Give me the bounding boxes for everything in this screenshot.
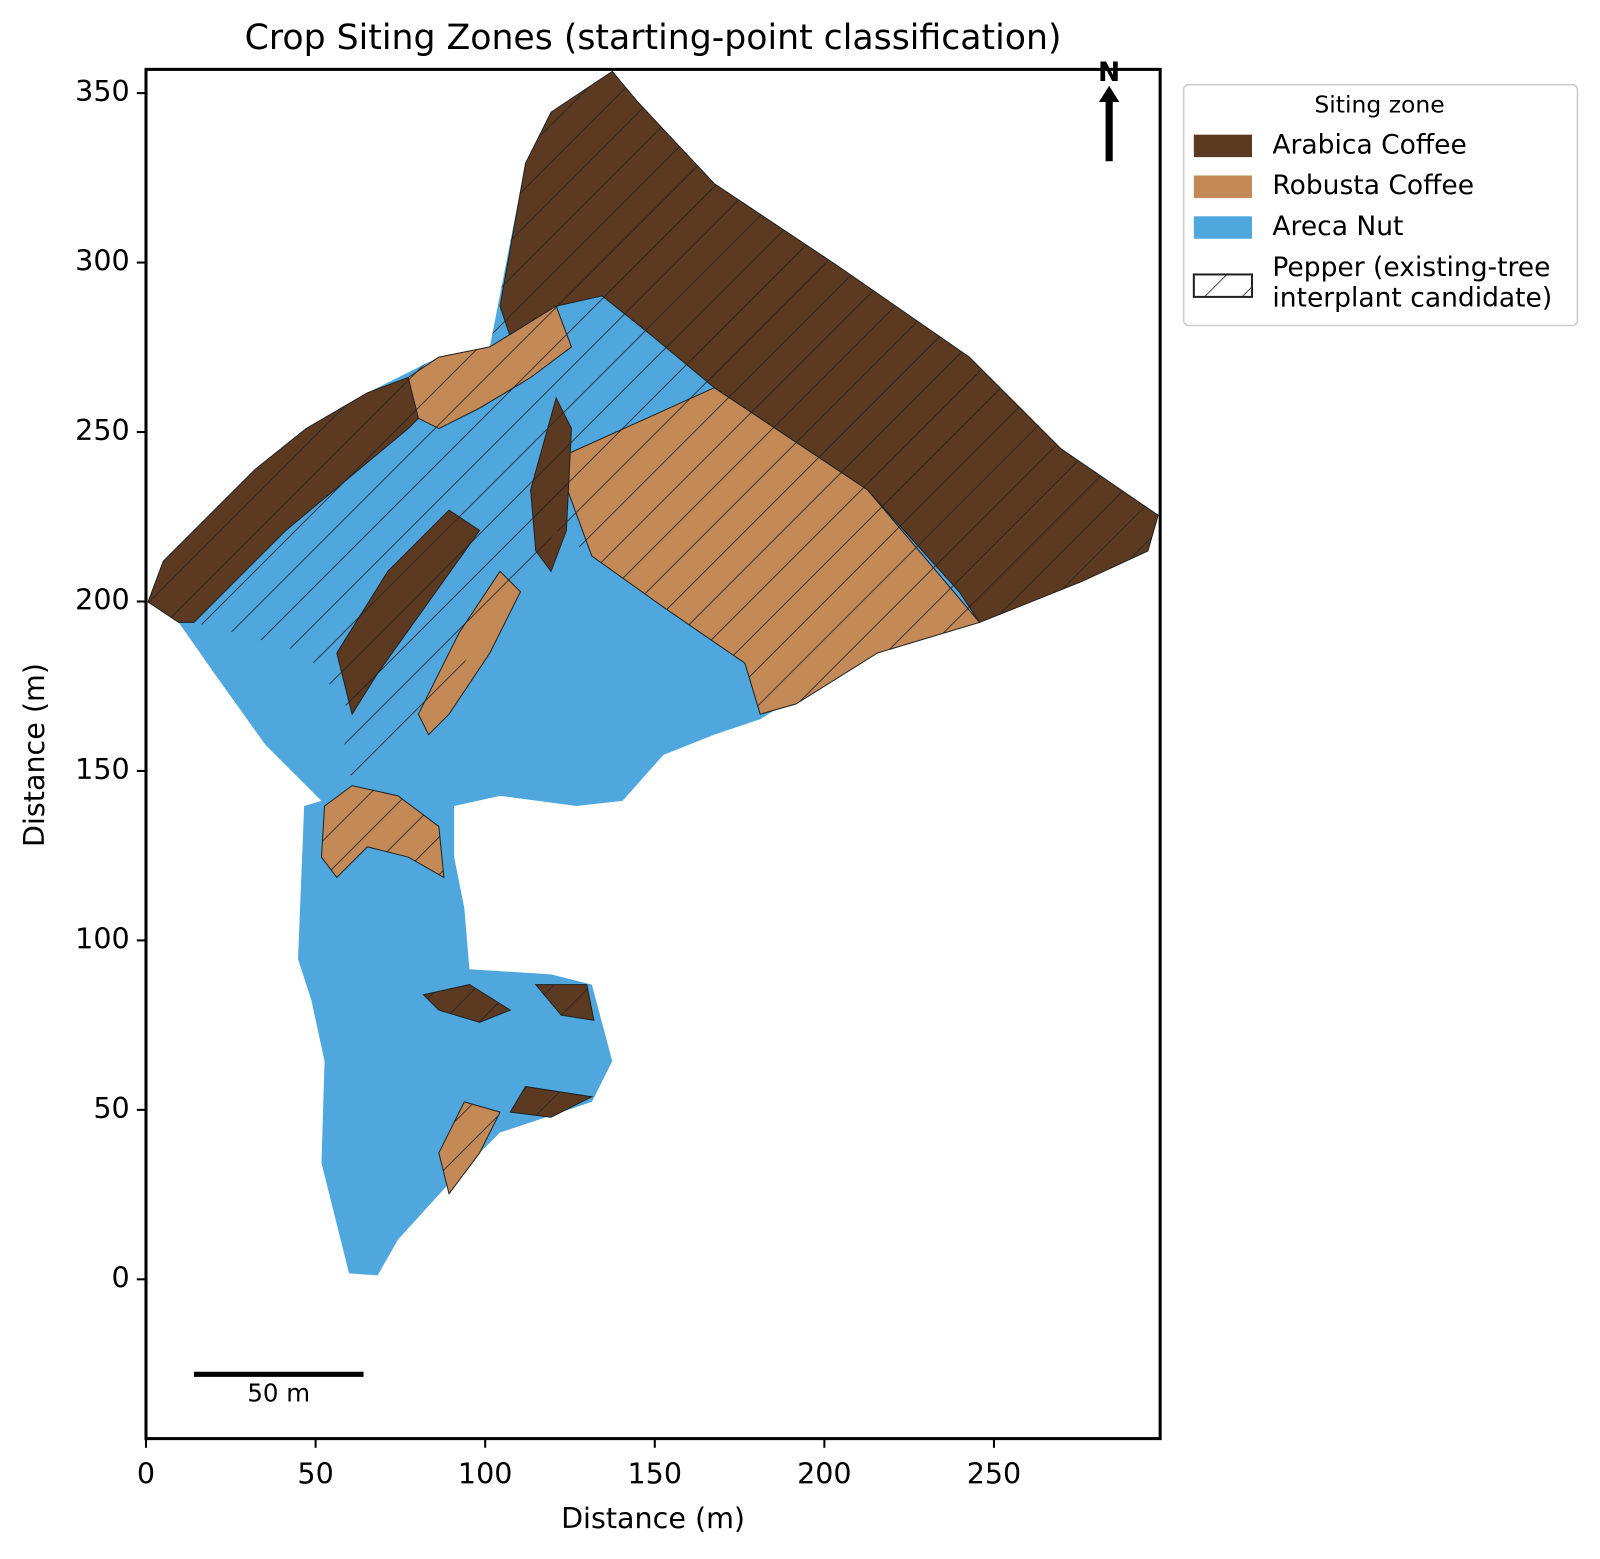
y-tick-label: 200 xyxy=(75,582,130,616)
legend-patch xyxy=(1193,175,1252,198)
legend-patch xyxy=(1193,216,1252,239)
north-arrow-head xyxy=(1098,85,1120,103)
legend-patch xyxy=(1192,273,1254,298)
x-tick-label: 150 xyxy=(628,1456,683,1490)
legend-label: Arabica Coffee xyxy=(1272,129,1466,160)
chart-title: Crop Siting Zones (starting-point classi… xyxy=(245,18,1062,58)
y-tick-label: 0 xyxy=(111,1260,129,1294)
y-tick-label: 250 xyxy=(75,413,130,447)
legend: Siting zone Arabica Coffee Robusta Coffee… xyxy=(1182,83,1579,327)
x-tick-label: 0 xyxy=(137,1456,155,1490)
map-area xyxy=(147,70,1159,1276)
y-tick-label: 50 xyxy=(93,1091,129,1125)
x-tick-label: 200 xyxy=(797,1456,851,1490)
x-tick-label: 250 xyxy=(967,1456,1022,1490)
y-axis-label: Distance (m) xyxy=(17,663,51,847)
x-tick-label: 100 xyxy=(458,1456,513,1490)
pepper-hatch xyxy=(148,71,1159,776)
north-arrow: N xyxy=(1098,57,1120,162)
legend-patch xyxy=(1193,134,1252,158)
axes-frame xyxy=(144,67,1162,1441)
legend-label: Areca Nut xyxy=(1272,211,1403,242)
scale-bar-label: 50 m xyxy=(247,1379,310,1408)
y-tick-label: 350 xyxy=(75,74,130,108)
x-axis-label: Distance (m) xyxy=(561,1501,745,1535)
x-tick-label: 50 xyxy=(297,1456,333,1490)
pepper-hatch xyxy=(321,785,594,1194)
y-tick-label: 300 xyxy=(75,244,130,278)
legend-title: Siting zone xyxy=(1314,91,1444,119)
legend-box xyxy=(1182,83,1579,327)
y-tick-label: 150 xyxy=(75,752,130,786)
legend-label: Pepper (existing-tree xyxy=(1272,252,1550,283)
y-tick-label: 100 xyxy=(75,921,130,955)
north-label: N xyxy=(1098,57,1120,88)
legend-label: Robusta Coffee xyxy=(1272,170,1474,201)
legend-label: interplant candidate) xyxy=(1272,282,1552,313)
